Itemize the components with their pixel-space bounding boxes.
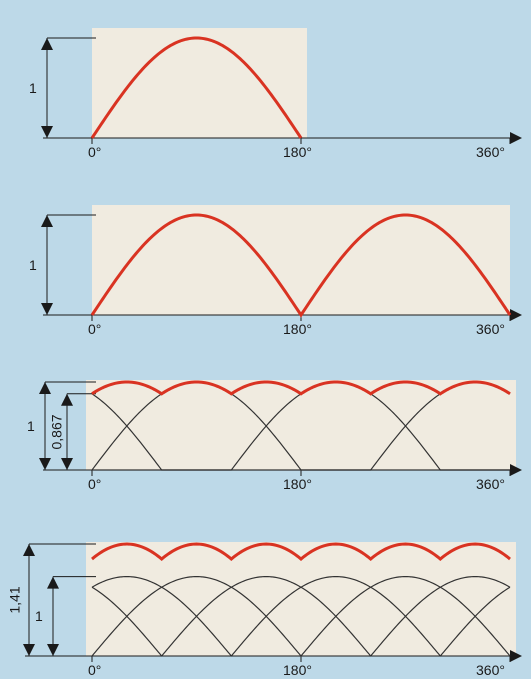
x-tick-label: 0° <box>88 321 101 337</box>
x-tick-label: 360° <box>476 662 505 678</box>
x-tick-label: 360° <box>476 144 505 160</box>
y-amplitude-label: 1 <box>29 257 37 273</box>
x-tick-label: 0° <box>88 662 101 678</box>
y-amplitude-label: 1 <box>27 418 35 434</box>
y-amplitude-label: 0,867 <box>49 414 65 449</box>
chart-panel <box>92 28 307 138</box>
x-tick-label: 0° <box>88 476 101 492</box>
chart-panel <box>86 542 516 656</box>
chart-panel <box>92 205 510 315</box>
chart-panel <box>86 380 516 470</box>
y-amplitude-label: 1 <box>35 608 43 624</box>
x-tick-label: 360° <box>476 321 505 337</box>
y-amplitude-label: 1,41 <box>7 586 23 613</box>
x-tick-label: 180° <box>283 662 312 678</box>
x-tick-label: 0° <box>88 144 101 160</box>
x-tick-label: 360° <box>476 476 505 492</box>
x-tick-label: 180° <box>283 476 312 492</box>
y-amplitude-label: 1 <box>29 80 37 96</box>
x-tick-label: 180° <box>283 144 312 160</box>
x-tick-label: 180° <box>283 321 312 337</box>
